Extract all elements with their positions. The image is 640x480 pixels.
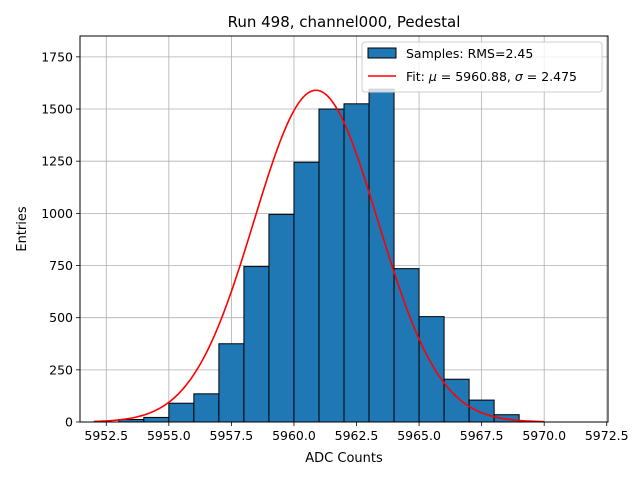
histogram-bar bbox=[193, 393, 220, 423]
x-tick-label: 5955.0 bbox=[147, 428, 191, 443]
x-tick-label: 5967.5 bbox=[460, 428, 504, 443]
legend-samples-label: Samples: RMS=2.45 bbox=[406, 46, 533, 61]
histogram-bar bbox=[468, 399, 495, 423]
plot-frame bbox=[79, 35, 609, 423]
y-tick-label: 1500 bbox=[41, 102, 73, 117]
y-axis-label: Entries bbox=[15, 206, 30, 252]
x-tick-label: 5962.5 bbox=[335, 428, 379, 443]
gaussian-fit-line bbox=[93, 89, 545, 423]
x-tick-label: 5972.5 bbox=[585, 428, 629, 443]
x-tick-label: 5970.0 bbox=[522, 428, 566, 443]
legend-fit-sigma-symbol: σ bbox=[515, 69, 524, 84]
y-axis-ticks: 0 250 500 750 1000 1250 1500 1750 bbox=[41, 49, 80, 430]
histogram-bar bbox=[368, 88, 395, 423]
legend-samples-swatch bbox=[367, 47, 397, 59]
histogram-bar bbox=[318, 108, 345, 423]
legend: Samples: RMS=2.45 Fit: μ = 5960.88, σ = … bbox=[361, 41, 603, 93]
histogram-bar bbox=[218, 343, 245, 423]
x-axis-ticks: 5952.5 5955.0 5957.5 5960.0 5962.5 5965.0 5967… bbox=[84, 422, 629, 443]
legend-fit-prefix: Fit: bbox=[406, 69, 429, 84]
y-tick-label: 250 bbox=[49, 362, 73, 377]
histogram-bar bbox=[393, 268, 420, 423]
histogram-bar bbox=[293, 161, 320, 423]
y-tick-label: 0 bbox=[65, 415, 73, 430]
y-tick-label: 750 bbox=[49, 258, 73, 273]
histogram-bar bbox=[168, 402, 195, 423]
legend-box bbox=[361, 41, 603, 93]
legend-fit-mu-value: = 5960.88, bbox=[437, 69, 515, 84]
x-axis-label: ADC Counts bbox=[305, 451, 383, 466]
histogram-bars bbox=[118, 88, 520, 423]
y-tick-label: 1750 bbox=[41, 49, 73, 64]
histogram-bar bbox=[418, 316, 445, 423]
histogram-bar bbox=[443, 378, 470, 423]
y-tick-label: 500 bbox=[49, 310, 73, 325]
y-tick-label: 1250 bbox=[41, 154, 73, 169]
histogram-bar bbox=[143, 416, 170, 423]
x-tick-label: 5965.0 bbox=[397, 428, 441, 443]
histogram-bar bbox=[268, 213, 295, 423]
chart-title: Run 498, channel000, Pedestal bbox=[228, 13, 461, 31]
legend-fit-sigma-value: = 2.475 bbox=[523, 69, 577, 84]
histogram-bar bbox=[243, 266, 270, 423]
histogram-bar bbox=[343, 103, 370, 423]
legend-fit-label: Fit: μ = 5960.88, σ = 2.475 bbox=[406, 69, 577, 84]
y-tick-label: 1000 bbox=[41, 206, 73, 221]
legend-fit-mu-symbol: μ bbox=[428, 69, 437, 84]
x-tick-label: 5960.0 bbox=[272, 428, 316, 443]
x-tick-label: 5952.5 bbox=[84, 428, 128, 443]
x-tick-label: 5957.5 bbox=[210, 428, 254, 443]
